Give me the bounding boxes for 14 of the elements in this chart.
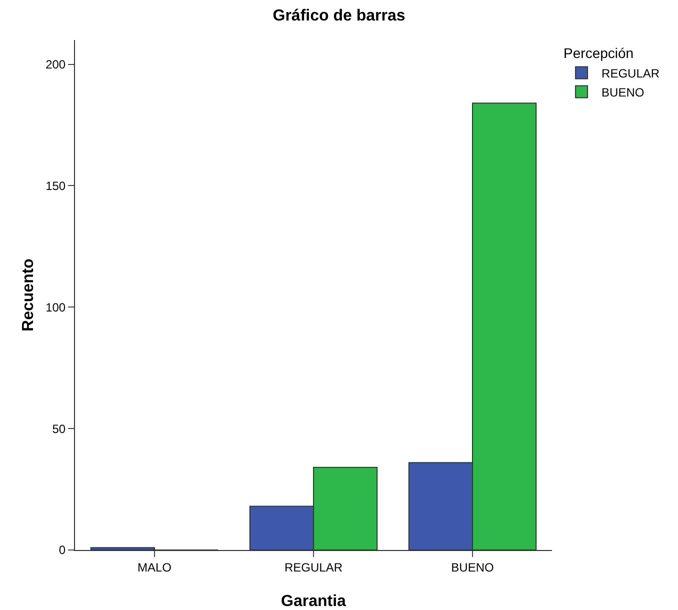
legend-title: Percepción — [564, 45, 634, 62]
y-tick-label: 200 — [46, 57, 66, 72]
chart-title: Gráfico de barras — [272, 7, 406, 24]
x-axis-title: Garantia — [281, 593, 346, 610]
legend-label: REGULAR — [602, 66, 660, 80]
x-tick-label: REGULAR — [284, 560, 343, 574]
legend-label: BUENO — [602, 85, 644, 100]
y-tick-label: 50 — [52, 422, 66, 436]
x-tick-label: MALO — [137, 560, 172, 574]
y-tick-label: 0 — [58, 543, 66, 558]
x-tick-label: BUENO — [451, 560, 494, 574]
y-axis-title: Recuento — [20, 258, 37, 332]
y-tick-label: 100 — [46, 300, 66, 314]
y-tick-label: 150 — [46, 178, 66, 193]
